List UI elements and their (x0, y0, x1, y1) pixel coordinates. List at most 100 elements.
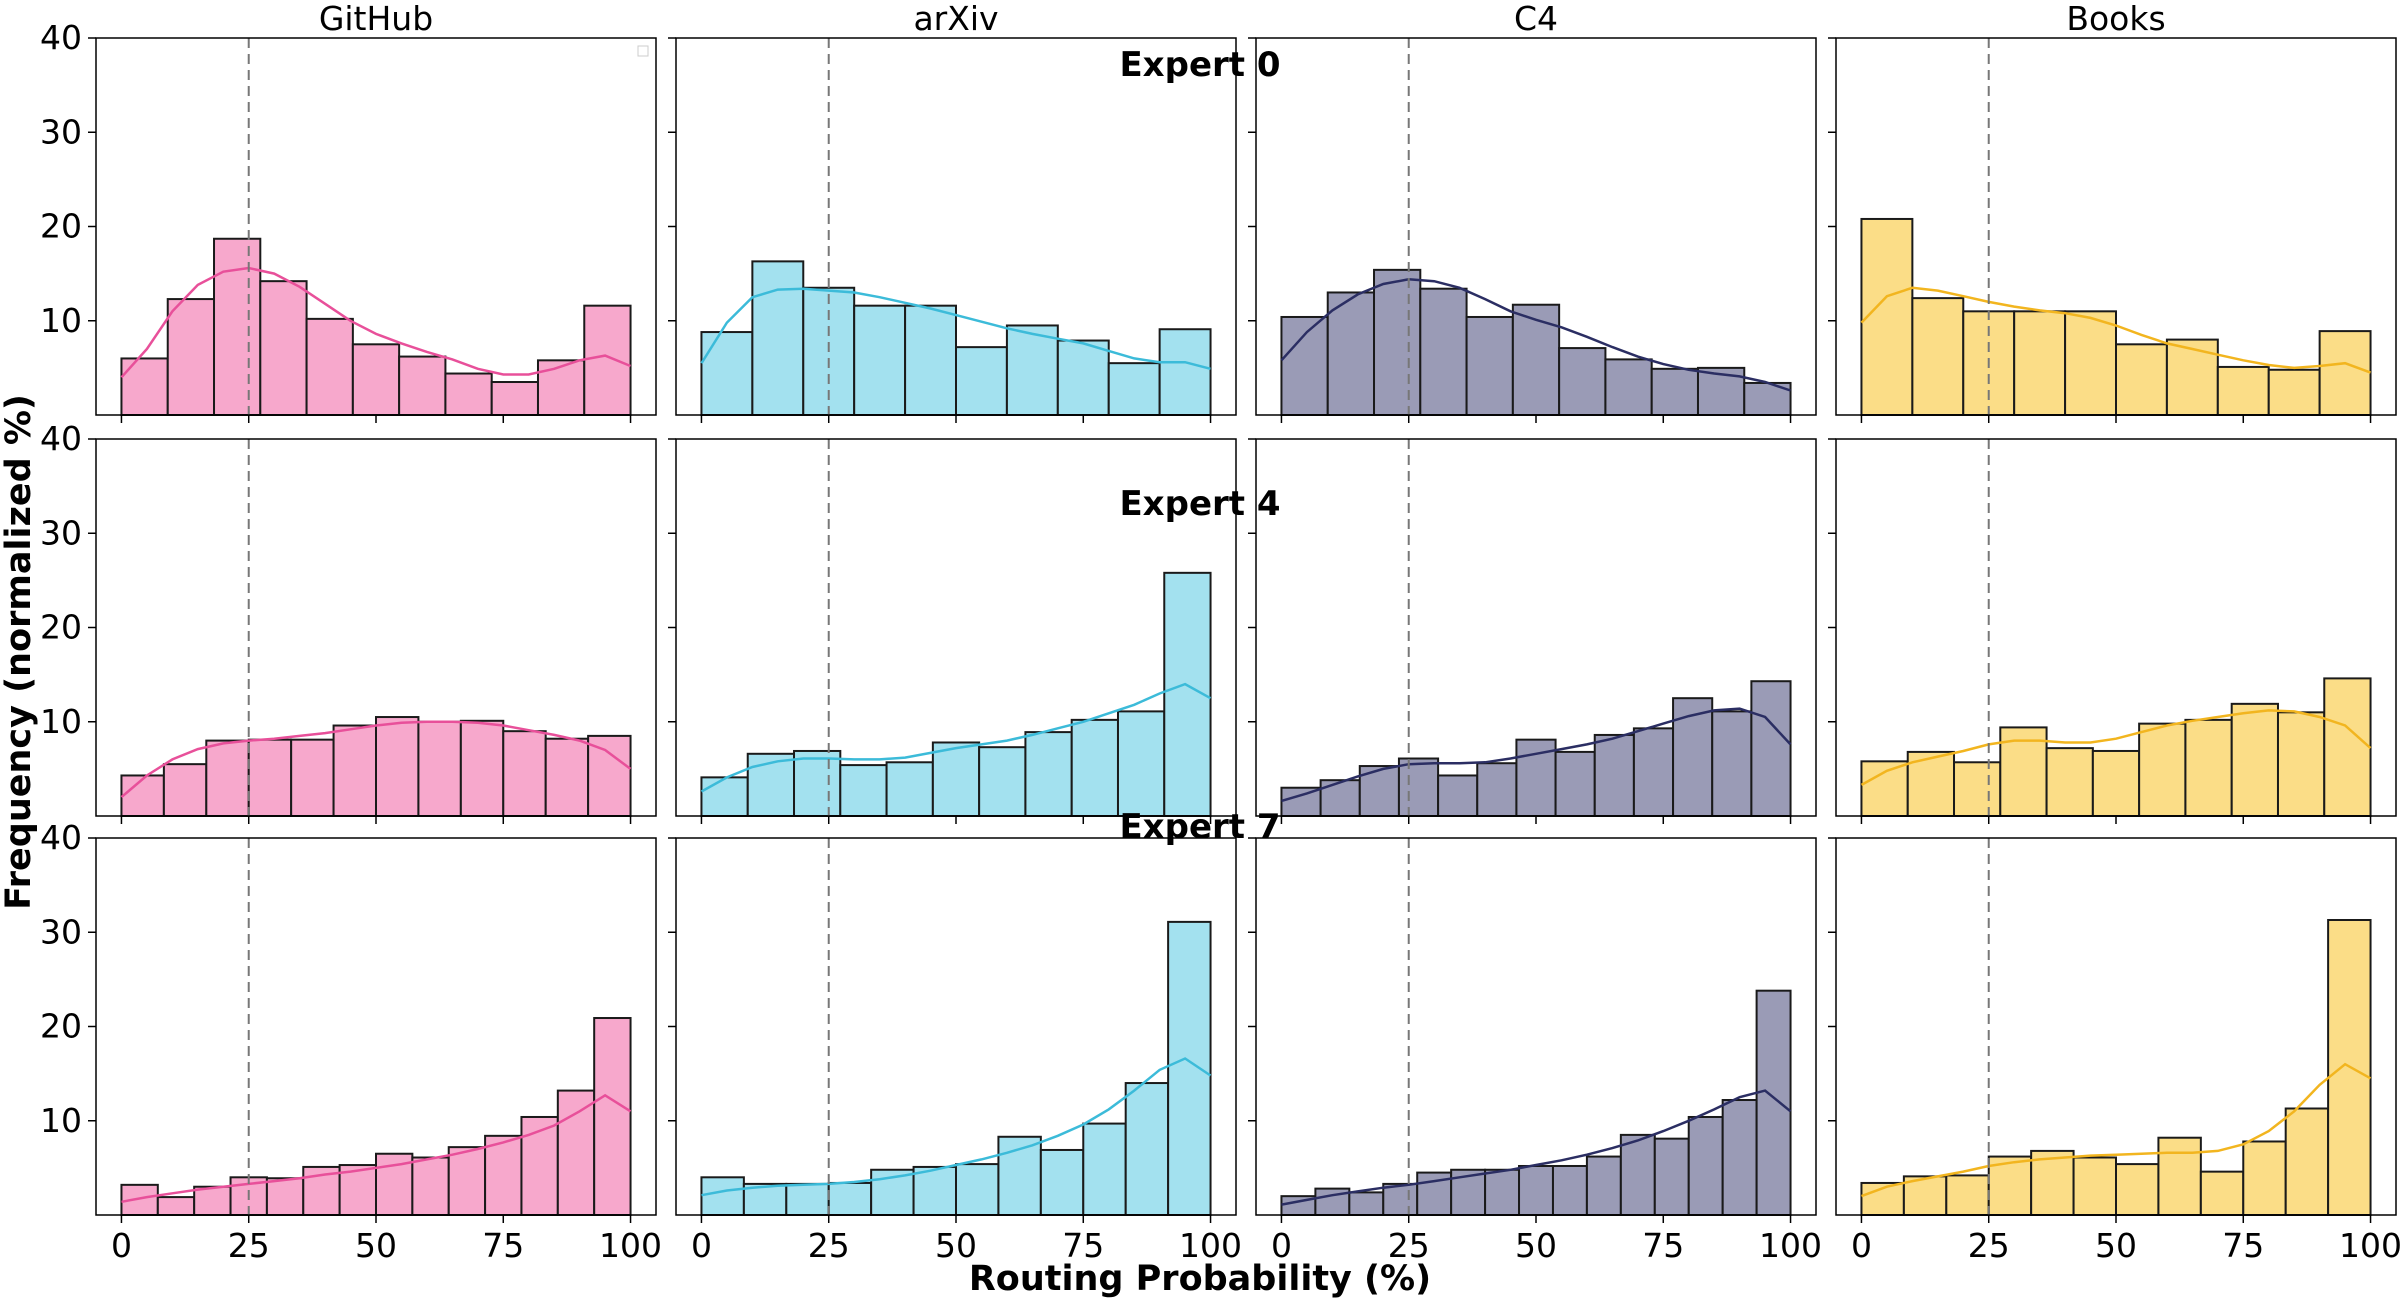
histogram-bar (2323, 677, 2372, 817)
histogram-bar (2138, 722, 2187, 818)
panel-row1-books (1828, 438, 2397, 824)
y-tick-label: 10 (40, 301, 82, 340)
column-title-github: GitHub (319, 0, 433, 38)
histogram-bar (265, 1177, 305, 1216)
histogram-bar (1437, 774, 1479, 818)
x-tick-label: 50 (1515, 1226, 1557, 1265)
histogram-bar (2318, 330, 2372, 416)
histogram-bar (1484, 1168, 1521, 1217)
histogram-bar (1593, 733, 1635, 818)
histogram-bar (2045, 747, 2094, 818)
histogram-bar (520, 1115, 559, 1217)
histogram-bar (1465, 315, 1514, 417)
y-tick-label: 30 (40, 513, 82, 552)
histogram-bar (502, 730, 547, 817)
y-tick-label: 10 (40, 1101, 82, 1140)
histogram-bar (1902, 1175, 1948, 1217)
histogram-bar (213, 237, 262, 416)
x-tick-label: 0 (1851, 1226, 1872, 1265)
histogram-bar (700, 776, 749, 818)
histogram-bar (2157, 1136, 2202, 1216)
kde-curve (1281, 1089, 1792, 1206)
histogram-bar (247, 738, 293, 817)
histogram-bar (587, 734, 632, 818)
histogram-bar (2115, 1163, 2160, 1217)
x-tick-label: 25 (808, 1226, 850, 1265)
histogram-bar (120, 774, 165, 818)
histogram-bar (1653, 1137, 1690, 1216)
histogram-bar (1551, 1164, 1588, 1216)
x-axis-label: Routing Probability (%) (969, 1259, 1431, 1299)
y-tick-label: 40 (40, 18, 82, 57)
y-tick-label: 10 (40, 702, 82, 741)
histogram-bar (1953, 761, 2002, 817)
histogram-bar (2072, 1156, 2118, 1217)
x-tick-label: 75 (1062, 1226, 1104, 1265)
x-tick-label: 50 (355, 1226, 397, 1265)
kde-curve (120, 266, 631, 379)
y-axis-label: Frequency (normalized %) (0, 394, 39, 910)
histogram-bar (1721, 1099, 1758, 1217)
panels-layer: GitHub arXiv C4 Books 10 20 30 40 Expert 0 10 20 30… (40, 0, 2400, 1265)
kde-curve (120, 720, 632, 799)
histogram-bar (785, 1182, 830, 1216)
histogram-bar (2013, 310, 2067, 417)
histogram-bar (1005, 324, 1059, 416)
histogram-bar (978, 746, 1027, 818)
kde-curve (701, 1057, 1212, 1197)
histogram-bar (839, 764, 888, 818)
histogram-bar (593, 1017, 632, 1216)
panel-row0-github: 10 20 30 40 (40, 18, 657, 423)
panel-row2-books: 0 25 50 75 100 (1828, 837, 2400, 1265)
histogram-bar (205, 739, 250, 818)
histogram-bar (1518, 1164, 1554, 1216)
histogram-bar (259, 280, 308, 416)
panel-row2-arxiv: 0 25 50 75 100 (668, 837, 1242, 1265)
column-title-arxiv: arXiv (913, 0, 998, 38)
histogram-bar (2165, 338, 2219, 417)
histogram-bar (1124, 1082, 1170, 1216)
histogram-bar (2267, 368, 2321, 417)
histogram-bar (1158, 328, 1212, 417)
histogram-bar (417, 720, 462, 817)
histogram-bar (700, 1176, 745, 1216)
x-tick-label: 75 (2222, 1226, 2264, 1265)
histogram-bar (1554, 750, 1596, 817)
histogram-bar (305, 317, 354, 416)
x-tick-label: 100 (2339, 1226, 2400, 1265)
y-tick-label: 20 (40, 1007, 82, 1046)
histogram-bar (1906, 750, 1956, 817)
labels-layer: Routing Probability (%) Frequency (norma… (0, 394, 1431, 1299)
panel-row1-arxiv (668, 438, 1237, 824)
kde-curve (1281, 707, 1792, 803)
histogram-bar (1945, 1174, 1990, 1217)
histogram-bar (444, 372, 493, 416)
histogram-bar (1476, 762, 1518, 817)
x-tick-label: 50 (2095, 1226, 2137, 1265)
histogram-bar (459, 719, 505, 817)
histogram-bar (1750, 680, 1792, 817)
histogram-bar (1070, 718, 1119, 817)
y-tick-label: 40 (40, 419, 82, 458)
panel-row0-books (1828, 37, 2397, 423)
x-tick-label: 25 (1388, 1226, 1430, 1265)
histogram-bar (1348, 1191, 1385, 1217)
column-title-c4: C4 (1514, 0, 1558, 38)
histogram-bar (1056, 339, 1110, 417)
histogram-bar (1280, 315, 1329, 417)
histogram-bar (1619, 1133, 1656, 1217)
x-tick-label: 100 (1759, 1226, 1822, 1265)
y-tick-label: 20 (40, 207, 82, 246)
histogram-bar (411, 1156, 450, 1217)
histogram-bar (375, 716, 420, 818)
histogram-bar (398, 355, 447, 417)
histogram-bar (931, 741, 981, 817)
histogram-bar (193, 1185, 232, 1217)
histogram-bar (955, 346, 1008, 417)
x-tick-label: 100 (599, 1226, 662, 1265)
histogram-bar (912, 1165, 958, 1216)
histogram-bar (955, 1163, 1000, 1217)
kde-curve (700, 287, 1211, 371)
histogram-bar (1860, 760, 1909, 817)
